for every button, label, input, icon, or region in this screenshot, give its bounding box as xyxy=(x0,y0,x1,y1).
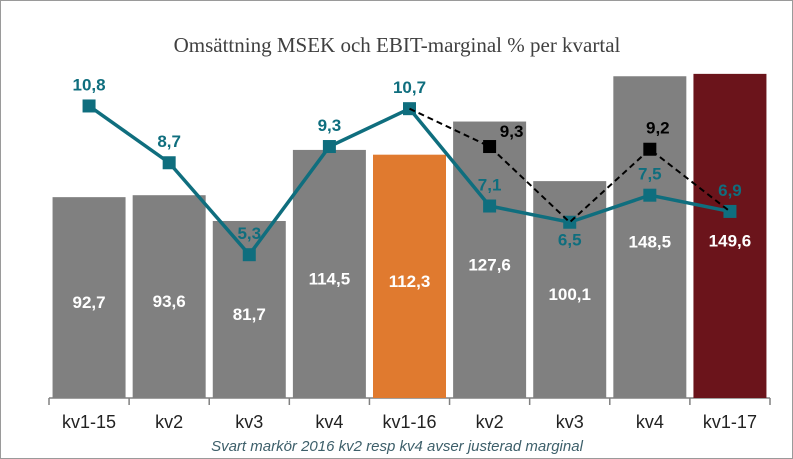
x-tick-label: kv1-16 xyxy=(382,412,436,432)
footnote: Svart markör 2016 kv2 resp kv4 avser jus… xyxy=(211,438,583,455)
bar-value-label: 148,5 xyxy=(629,233,672,252)
x-tick-label: kv3 xyxy=(235,412,263,432)
bar xyxy=(613,76,687,398)
line-value-label: 10,7 xyxy=(393,78,426,97)
line-value-label: 9,2 xyxy=(646,119,670,138)
bar-value-label: 93,6 xyxy=(153,292,186,311)
line-value-label: 7,1 xyxy=(478,176,502,195)
bar xyxy=(132,195,206,398)
marker xyxy=(322,140,336,154)
bar xyxy=(52,197,126,398)
x-tick-label: kv3 xyxy=(556,412,584,432)
marker xyxy=(643,142,657,156)
bar-value-label: 112,3 xyxy=(389,272,431,291)
x-tick-label: kv1-17 xyxy=(703,412,757,432)
dashed-line xyxy=(409,107,731,224)
x-tick-label: kv1-15 xyxy=(62,412,116,432)
line-value-label: 5,3 xyxy=(237,224,261,243)
bar xyxy=(453,121,527,399)
line-value-label: 7,5 xyxy=(638,165,662,184)
line-value-label: 9,3 xyxy=(318,116,342,135)
x-tick-label: kv4 xyxy=(636,412,664,432)
line-value-label: 10,8 xyxy=(73,75,106,94)
bar-value-label: 81,7 xyxy=(233,305,266,324)
line-value-label: 6,5 xyxy=(558,231,582,250)
marker xyxy=(483,199,497,213)
marker xyxy=(162,156,176,170)
marker xyxy=(242,248,256,262)
bar xyxy=(373,154,446,398)
bar-value-label: 92,7 xyxy=(73,293,106,312)
marker xyxy=(82,99,96,113)
x-tick-label: kv4 xyxy=(315,412,343,432)
bar-value-label: 127,6 xyxy=(468,255,511,274)
bar xyxy=(292,149,366,398)
x-tick-label: kv2 xyxy=(155,412,183,432)
line-value-label: 8,7 xyxy=(157,132,181,151)
bar-value-label: 149,6 xyxy=(709,231,752,250)
line-value-label: 6,9 xyxy=(718,181,742,200)
bar xyxy=(693,73,767,398)
x-tick-label: kv2 xyxy=(476,412,504,432)
marker xyxy=(643,188,657,202)
marker xyxy=(483,140,497,154)
chart-title: Omsättning MSEK och EBIT-marginal % per … xyxy=(174,33,621,57)
line-value-label: 9,3 xyxy=(500,122,524,141)
bar-value-label: 100,1 xyxy=(548,285,591,304)
bar-value-label: 114,5 xyxy=(309,269,351,288)
